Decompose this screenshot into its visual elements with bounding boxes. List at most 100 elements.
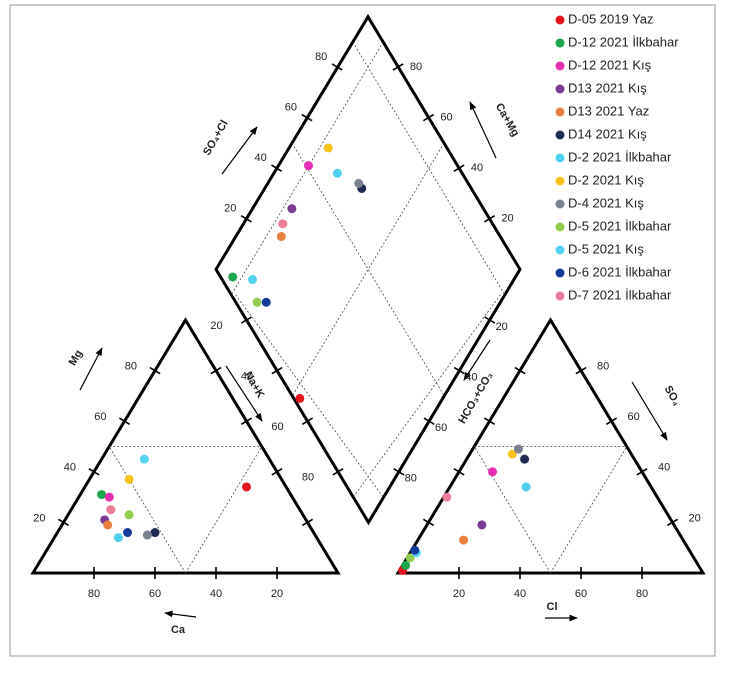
anion-point	[477, 520, 487, 530]
tick-label: 40	[658, 462, 670, 474]
tick-mark	[118, 417, 131, 425]
tick-mark	[666, 518, 679, 527]
cation-point	[124, 474, 134, 484]
legend-marker	[555, 245, 565, 255]
tick-label: 80	[88, 588, 100, 600]
tick-mark	[636, 468, 648, 476]
cation-point	[106, 505, 116, 515]
tick-mark	[393, 468, 405, 476]
frame	[9, 4, 716, 657]
diamond-point	[304, 161, 314, 171]
diamond-point	[261, 297, 271, 307]
tick-mark	[301, 113, 313, 122]
tick-mark	[514, 366, 526, 375]
diamond-point	[287, 204, 297, 214]
tick-label: 60	[285, 102, 297, 114]
tick-mark	[332, 468, 344, 476]
legend-label: D13 2021 Kış	[568, 80, 647, 95]
legend-label: D-4 2021 Kış	[568, 195, 644, 210]
cation-point	[139, 454, 149, 464]
tick-label: 60	[628, 411, 640, 423]
cation-point	[142, 530, 152, 540]
legend-marker	[555, 268, 565, 278]
tick-label: 20	[496, 321, 508, 333]
axis-arrows	[79, 101, 668, 622]
legend-label: D-2 2021 Kış	[568, 172, 644, 187]
anion-point	[401, 560, 411, 570]
cation-point	[97, 490, 107, 500]
tick-mark	[605, 417, 618, 425]
tick-mark	[240, 316, 253, 324]
tick-mark	[240, 215, 252, 223]
tick-mark	[422, 113, 435, 122]
cation-point	[113, 533, 123, 543]
tick-mark	[271, 164, 283, 172]
tick-mark	[392, 63, 404, 71]
tick-label: 60	[435, 422, 447, 434]
diamond	[214, 13, 522, 526]
tick-label: 40	[254, 152, 266, 164]
tick-label: 20	[224, 203, 236, 215]
tick-label: 20	[689, 512, 701, 524]
legend-label: D-6 2021 İlkbahar	[568, 264, 672, 279]
diamond-point	[248, 275, 257, 285]
arrow	[631, 381, 668, 441]
anion-point	[405, 553, 415, 563]
arrow	[164, 610, 197, 618]
diamond-point	[323, 143, 333, 153]
tick-label: 20	[33, 512, 45, 524]
cation-point	[124, 510, 134, 520]
tick-mark	[575, 366, 587, 375]
anion-point	[520, 454, 530, 464]
diamond-point	[276, 232, 286, 242]
arrow	[463, 339, 491, 381]
tick-label: 40	[241, 371, 253, 383]
tick-label: 60	[440, 112, 452, 124]
tick-mark	[484, 316, 496, 324]
legend-label: D14 2021 Kış	[568, 126, 647, 141]
cation-point	[150, 528, 160, 538]
diamond-point	[278, 219, 288, 229]
arrow	[225, 365, 263, 422]
tick-mark	[422, 518, 435, 527]
arrow	[79, 347, 103, 391]
anion-point	[488, 467, 498, 477]
diamond-point	[295, 393, 305, 403]
cation-point	[104, 492, 114, 502]
anion-point	[410, 545, 420, 555]
tick-mark	[210, 366, 222, 375]
arrow	[221, 126, 258, 175]
tick-mark	[240, 417, 253, 425]
tick-mark	[483, 417, 496, 425]
tick-label: 40	[210, 588, 222, 600]
anion-point	[513, 444, 523, 454]
tick-label: 40	[471, 162, 483, 174]
tick-mark	[57, 518, 70, 527]
axis-label: Mg	[67, 348, 85, 368]
cation-point	[123, 528, 133, 538]
tick-label: 60	[149, 588, 161, 600]
legend-label: D-2 2021 İlkbahar	[568, 149, 672, 164]
diamond-point	[228, 272, 238, 282]
tick-label: 60	[94, 411, 106, 423]
diamond-point	[252, 297, 262, 307]
diamond-point	[354, 178, 364, 188]
legend-label: D-12 2021 İlkbahar	[568, 34, 679, 49]
anion-point	[459, 535, 469, 545]
anion-point	[521, 482, 531, 492]
tick-mark	[423, 417, 435, 425]
legend-marker	[555, 15, 565, 25]
legend-label: D-12 2021 Kış	[568, 57, 652, 72]
diamond-point	[332, 168, 342, 178]
tick-label: 60	[575, 588, 587, 600]
anion-point	[507, 449, 517, 459]
legend-marker	[555, 61, 565, 71]
legend-marker	[555, 130, 565, 140]
legend-marker	[555, 107, 565, 117]
tick-label: 40	[514, 588, 526, 600]
tick-label: 20	[453, 588, 465, 600]
tick-label: 20	[271, 588, 283, 600]
legend-marker	[555, 222, 565, 232]
anion-divisions	[473, 446, 628, 574]
